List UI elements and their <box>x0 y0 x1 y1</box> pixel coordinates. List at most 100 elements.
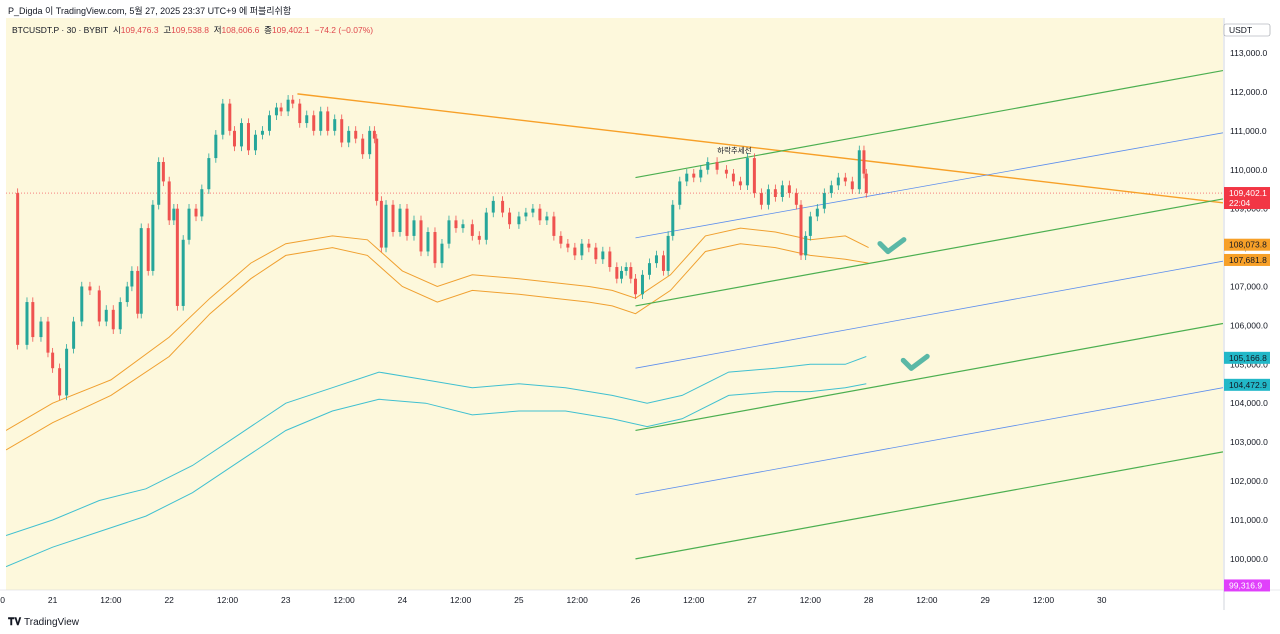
change-value: −74.2 (−0.07%) <box>314 25 374 35</box>
x-tick-label: 12:00 <box>217 595 239 605</box>
candle-body <box>633 278 637 295</box>
candle-body <box>326 111 330 131</box>
series-orange_upper <box>6 227 869 431</box>
candle-body <box>181 239 185 306</box>
chart-plot-area[interactable] <box>6 18 1223 590</box>
candle-body <box>31 302 35 338</box>
candle-body <box>319 111 323 131</box>
open-value: 109,476.3 <box>120 25 159 35</box>
candle-body <box>608 251 612 268</box>
candle-body <box>477 235 481 240</box>
candle-body <box>580 243 584 256</box>
candle-body <box>808 216 812 236</box>
close-label: 종 <box>264 25 272 35</box>
x-tick-label: 26 <box>631 595 641 605</box>
candle-body <box>647 263 651 275</box>
candle-body <box>862 150 866 174</box>
y-tick-label: 105,000.0 <box>1230 359 1268 369</box>
low-value: 108,606.6 <box>221 25 260 35</box>
candle-body <box>157 161 161 205</box>
candle-body <box>354 130 358 139</box>
candle-body <box>391 204 395 233</box>
candle-body <box>773 189 777 197</box>
candle-body <box>232 130 236 147</box>
candle-body <box>615 267 619 279</box>
y-tick-label: 101,000.0 <box>1230 515 1268 525</box>
candle-body <box>405 208 409 236</box>
candle-body <box>715 161 719 170</box>
candle-body <box>111 309 115 330</box>
x-tick-label: 22 <box>164 595 174 605</box>
candle-body <box>298 103 302 124</box>
trendline-label: 하락추세선 <box>717 145 752 155</box>
candle-body <box>601 251 605 260</box>
candle-body <box>706 161 710 170</box>
x-tick-label: 12:00 <box>100 595 122 605</box>
candle-body <box>508 212 512 225</box>
candle-body <box>161 161 165 182</box>
checkmark_1-icon <box>877 237 907 255</box>
candle-body <box>594 247 598 260</box>
candle-body <box>470 224 474 236</box>
price-label-badge: 104,472.9 <box>1224 378 1270 391</box>
y-tick-label: 110,000.0 <box>1230 165 1267 175</box>
candle-body <box>731 173 735 182</box>
candle-body <box>136 270 140 314</box>
price-label-badge: 109,402.122:04 <box>1224 187 1270 210</box>
x-tick-label: 23 <box>281 595 291 605</box>
candle-body <box>524 212 528 217</box>
series-cyan_upper <box>6 356 867 536</box>
price-label-bg <box>1223 23 1271 37</box>
candle-body <box>312 115 316 131</box>
tradingview-logo-icon[interactable]: 𝐓𝐕 <box>8 617 22 628</box>
candle-body <box>552 216 556 236</box>
y-tick-label: 112,000.0 <box>1230 87 1267 97</box>
attribution-bar: P_Digda 이 TradingView.com, 5월 27, 2025 2… <box>0 0 1280 18</box>
candle-body <box>759 193 763 205</box>
candle-body <box>491 200 495 213</box>
candle-body <box>440 243 444 264</box>
chart-svg[interactable]: 하락추세선 113,000.0 112,000.0 111,000.0 110,000.… <box>0 0 1280 610</box>
candle-body <box>291 99 295 104</box>
candle-body <box>531 208 535 213</box>
candle-body <box>88 286 92 291</box>
price-label-badge: USDT <box>1223 23 1271 37</box>
footer-bar: 𝐓𝐕 TradingView <box>0 610 1280 634</box>
candle-body <box>51 352 55 369</box>
candle-body <box>780 185 784 197</box>
candle-body <box>447 220 451 244</box>
candle-body <box>253 134 257 151</box>
price-label-text: 105,166.8 <box>1229 353 1267 363</box>
candle-body <box>678 181 682 205</box>
candle-body <box>484 212 488 240</box>
candle-body <box>864 173 868 194</box>
y-tick-label: 106,000.0 <box>1230 320 1268 330</box>
candle-body <box>454 220 458 229</box>
y-tick-label: 102,000.0 <box>1230 476 1268 486</box>
tradingview-brand[interactable]: TradingView <box>24 617 80 628</box>
candle-body <box>629 267 633 279</box>
symbol-label: BTCUSDT.P · 30 · BYBIT <box>12 25 109 35</box>
price-label-bg <box>1224 351 1270 364</box>
candle-body <box>843 177 847 182</box>
close-value: 109,402.1 <box>271 25 310 35</box>
candle-body <box>372 130 376 139</box>
candle-body <box>822 193 826 209</box>
trendline-channel_green_top <box>635 69 1223 179</box>
price-label-text: 99,316.9 <box>1229 580 1262 590</box>
y-tick-label: 111,000.0 <box>1230 126 1267 136</box>
x-tick-label: 12:00 <box>683 595 705 605</box>
price-label-badge: 99,316.9 <box>1224 579 1270 592</box>
x-tick-label: 27 <box>747 595 757 605</box>
trendline-channel_green_mid <box>635 198 1223 307</box>
price-label-bg <box>1224 187 1270 210</box>
x-tick-label: 28 <box>864 595 874 605</box>
candle-body <box>398 208 402 233</box>
candle-body <box>279 107 283 112</box>
candle-body <box>194 208 198 217</box>
x-tick-label: 12:00 <box>1033 595 1055 605</box>
candle-body <box>286 99 290 112</box>
price-label-text: 108,073.8 <box>1229 240 1267 250</box>
candle-body <box>692 173 696 178</box>
candle-body <box>426 232 430 252</box>
